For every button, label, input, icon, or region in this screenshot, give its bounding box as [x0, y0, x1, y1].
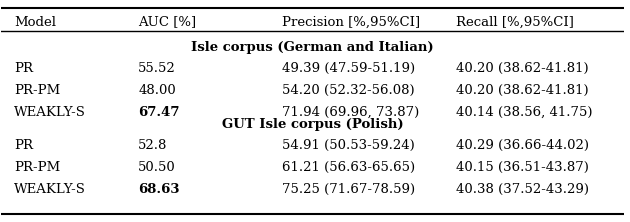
Text: 55.52: 55.52 — [139, 62, 176, 75]
Text: 40.29 (36.66-44.02): 40.29 (36.66-44.02) — [456, 139, 589, 152]
Text: PR-PM: PR-PM — [14, 84, 60, 97]
Text: 54.91 (50.53-59.24): 54.91 (50.53-59.24) — [282, 139, 415, 152]
Text: 67.47: 67.47 — [139, 106, 180, 119]
Text: 40.20 (38.62-41.81): 40.20 (38.62-41.81) — [456, 84, 588, 97]
Text: 54.20 (52.32-56.08): 54.20 (52.32-56.08) — [282, 84, 414, 97]
Text: Precision [%,95%CI]: Precision [%,95%CI] — [282, 16, 420, 29]
Text: 49.39 (47.59-51.19): 49.39 (47.59-51.19) — [282, 62, 415, 75]
Text: Isle corpus (German and Italian): Isle corpus (German and Italian) — [192, 40, 434, 54]
Text: PR: PR — [14, 62, 33, 75]
Text: 40.38 (37.52-43.29): 40.38 (37.52-43.29) — [456, 182, 589, 196]
Text: 75.25 (71.67-78.59): 75.25 (71.67-78.59) — [282, 182, 415, 196]
Text: 68.63: 68.63 — [139, 182, 180, 196]
Text: PR-PM: PR-PM — [14, 161, 60, 174]
Text: 48.00: 48.00 — [139, 84, 176, 97]
Text: 40.20 (38.62-41.81): 40.20 (38.62-41.81) — [456, 62, 588, 75]
Text: 40.14 (38.56, 41.75): 40.14 (38.56, 41.75) — [456, 106, 592, 119]
Text: WEAKLY-S: WEAKLY-S — [14, 106, 86, 119]
Text: 50.50: 50.50 — [139, 161, 176, 174]
Text: AUC [%]: AUC [%] — [139, 16, 197, 29]
Text: 40.15 (36.51-43.87): 40.15 (36.51-43.87) — [456, 161, 588, 174]
Text: 52.8: 52.8 — [139, 139, 168, 152]
Text: WEAKLY-S: WEAKLY-S — [14, 182, 86, 196]
Text: Model: Model — [14, 16, 56, 29]
Text: 61.21 (56.63-65.65): 61.21 (56.63-65.65) — [282, 161, 415, 174]
Text: GUT Isle corpus (Polish): GUT Isle corpus (Polish) — [222, 117, 403, 131]
Text: 71.94 (69.96, 73.87): 71.94 (69.96, 73.87) — [282, 106, 419, 119]
Text: Recall [%,95%CI]: Recall [%,95%CI] — [456, 16, 574, 29]
Text: PR: PR — [14, 139, 33, 152]
